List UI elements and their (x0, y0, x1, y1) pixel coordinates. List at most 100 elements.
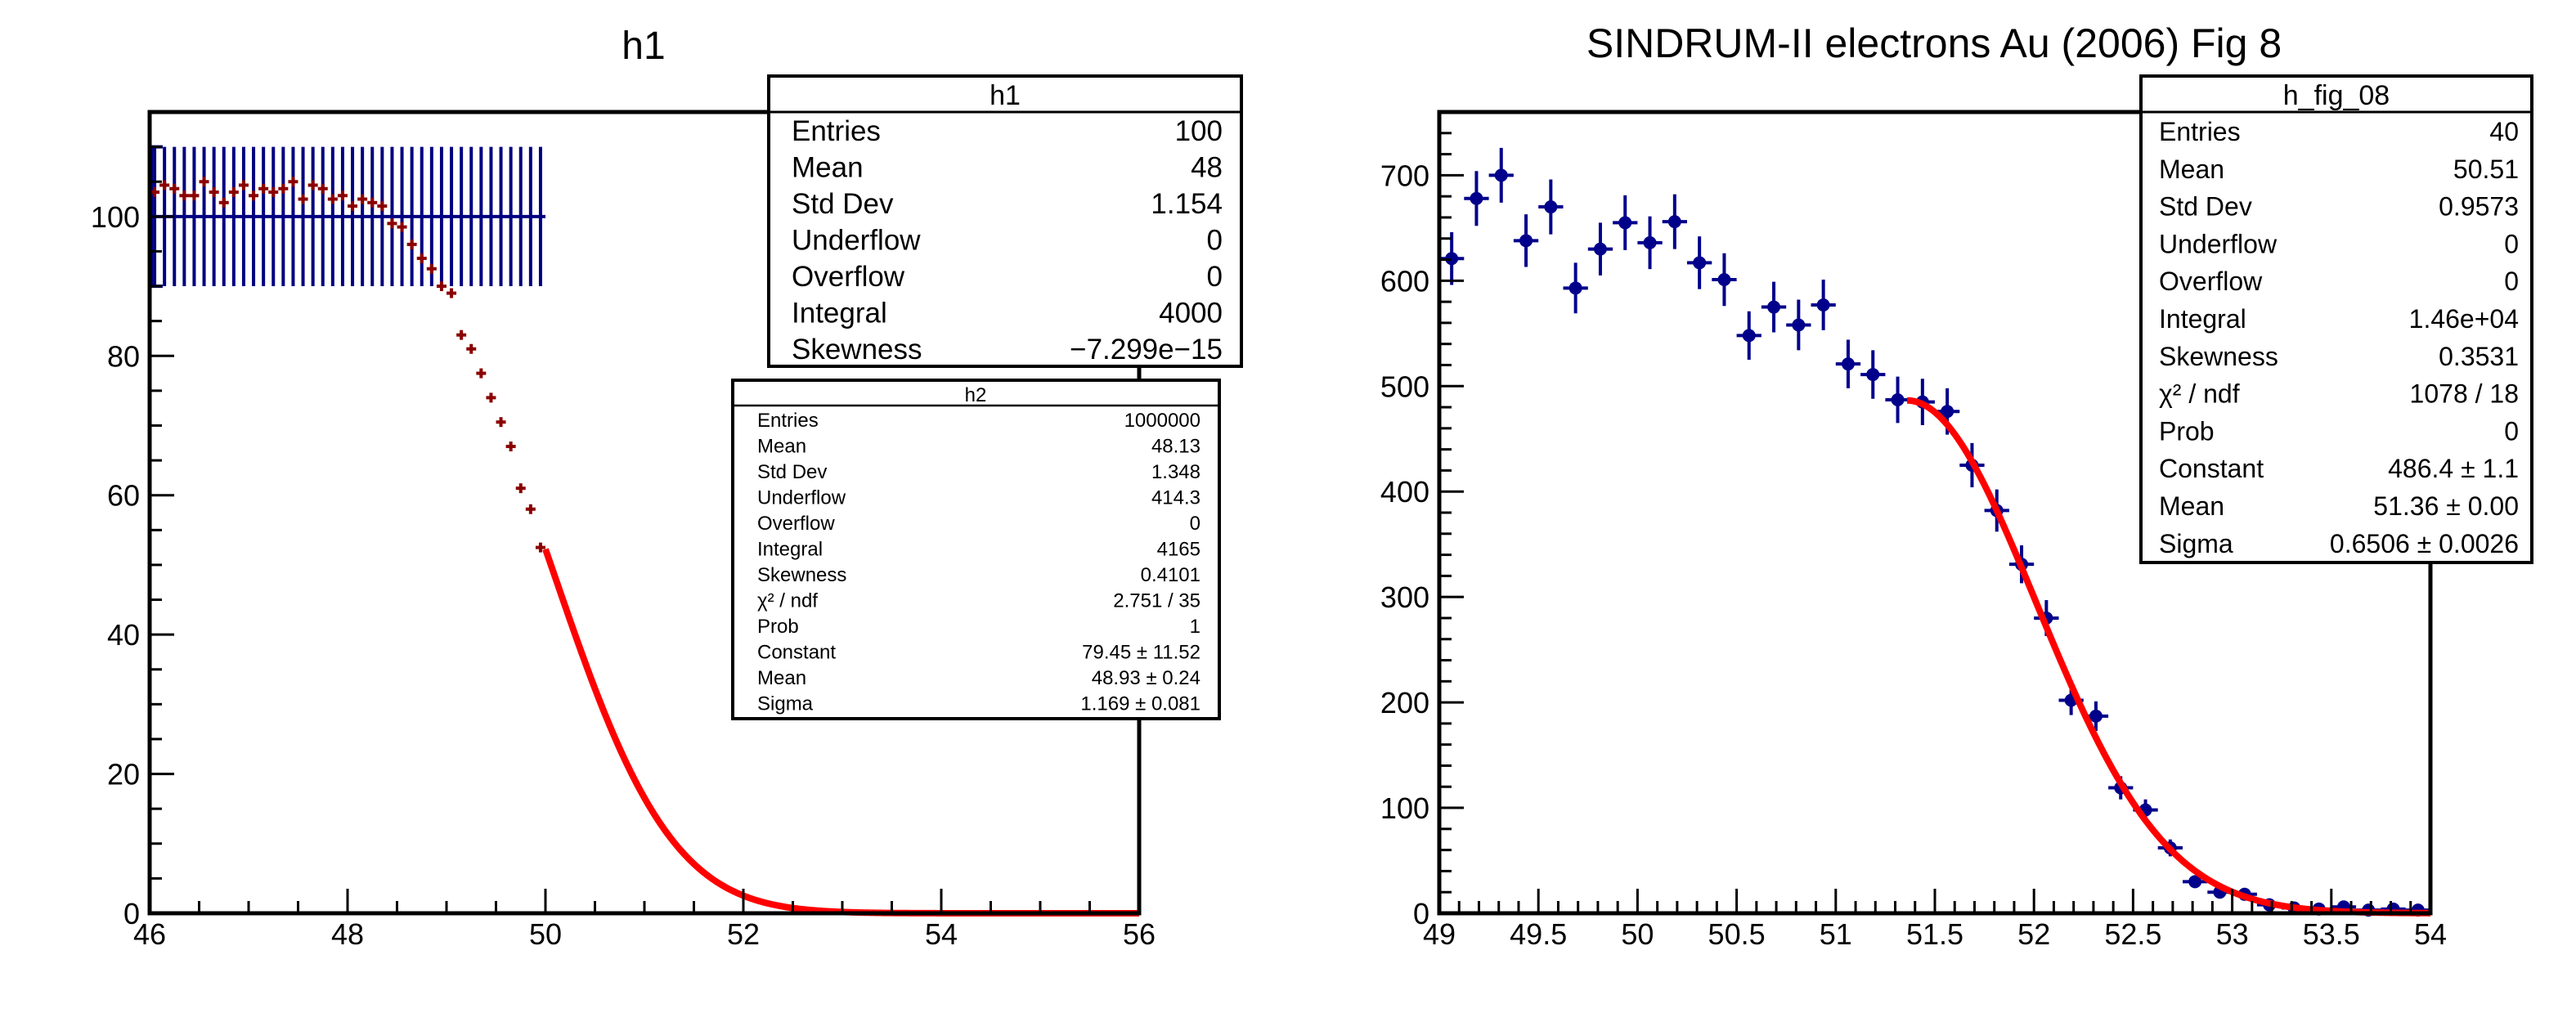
stats-row-value: 48.93 ± 0.24 (1092, 667, 1200, 689)
stats-row-label: Std Dev (792, 188, 894, 220)
fig8-point (1693, 256, 1707, 270)
y-tick-label: 60 (107, 479, 140, 513)
stats-row-label: Skewness (2159, 342, 2278, 371)
x-tick-label: 56 (1123, 917, 1156, 951)
fig8-point (1841, 357, 1855, 371)
stats-row-label: Underflow (2159, 229, 2278, 258)
stats-row-label: Mean (2159, 155, 2224, 184)
stats-title: h_fig_08 (2283, 80, 2390, 111)
x-tick-label: 54 (2414, 917, 2447, 951)
stats-row-label: χ² / ndf (2159, 379, 2240, 409)
stats-row-value: 0.9573 (2439, 192, 2519, 222)
x-tick-label: 51 (1820, 917, 1852, 951)
stats-row-value: 1.348 (1151, 461, 1200, 483)
x-tick-label: 52 (727, 917, 760, 951)
x-tick-label: 49.5 (1510, 917, 1567, 951)
stats-row-label: Integral (792, 298, 887, 329)
pad2-ticks: 49 49.5 50 50.5 51 51.5 52 52.5 53 53.5 54 0 100 200 3… (1380, 132, 2447, 951)
fig8-point (1767, 300, 1781, 314)
y-tick-label: 80 (107, 339, 140, 373)
x-tick-label: 52 (2017, 917, 2050, 951)
stats-row-label: Skewness (792, 334, 922, 365)
x-tick-label: 51.5 (1906, 917, 1963, 951)
x-tick-label: 48 (331, 917, 364, 951)
fig8-point (1643, 235, 1657, 249)
stats-row-label: Prob (757, 616, 799, 638)
x-tick-label: 46 (133, 917, 166, 951)
fig8-point (1544, 200, 1558, 214)
pad-h1: h1 46 48 50 52 54 56 0 20 40 60 80 100 h1 Entries 10… (91, 25, 1243, 951)
stats-row-label: Underflow (757, 487, 846, 509)
stats-row-value: 100 (1175, 115, 1223, 147)
stats-row-label: χ² / ndf (757, 590, 818, 612)
chart-title-fig8: SINDRUM-II electrons Au (2006) Fig 8 (1586, 20, 2282, 66)
stats-row-label: Integral (757, 539, 823, 561)
stats-row-value: 0 (1207, 261, 1223, 293)
stats-row-label: Entries (2159, 117, 2241, 146)
fig8-point (1866, 368, 1880, 382)
stats-row-label: Mean (2159, 491, 2224, 521)
stats-row-label: Sigma (2159, 529, 2233, 558)
stats-row-label: Std Dev (2159, 192, 2252, 222)
stats-title: h1 (990, 80, 1021, 111)
stats-row-value: 0 (2504, 416, 2519, 446)
x-tick-label: 50 (529, 917, 562, 951)
y-tick-label: 0 (123, 897, 140, 930)
stats-row-value: 0.3531 (2439, 342, 2519, 371)
stats-row-label: Std Dev (757, 461, 827, 483)
h2-points (150, 177, 545, 553)
stats-row-value: 0.4101 (1141, 564, 1200, 586)
stats-row-label: Mean (792, 152, 864, 184)
stats-row-label: Overflow (2159, 267, 2263, 296)
stats-row-label: Entries (757, 410, 819, 432)
stats-row-label: Constant (2159, 454, 2264, 483)
pad-h-fig-08: SINDRUM-II electrons Au (2006) Fig 8 49 4… (1380, 20, 2533, 951)
x-tick-label: 53.5 (2303, 917, 2360, 951)
y-tick-label: 20 (107, 758, 140, 791)
fig8-point (1618, 216, 1632, 230)
stats-row-label: Mean (757, 667, 806, 689)
y-tick-label: 400 (1380, 475, 1429, 509)
chart-title-h1: h1 (622, 25, 665, 68)
stats-row-label: Skewness (757, 564, 846, 586)
fig8-point (1445, 252, 1459, 266)
stats-box-h-fig-08: h_fig_08 Entries 40 Mean 50.51 Std Dev 0.9573… (2139, 74, 2533, 564)
x-tick-label: 54 (925, 917, 958, 951)
y-tick-label: 300 (1380, 580, 1429, 614)
y-tick-label: 0 (1413, 897, 1429, 930)
fig8-point (1593, 242, 1607, 256)
stats-row-value: 414.3 (1151, 487, 1200, 509)
stats-row-value: 48 (1191, 152, 1223, 184)
y-tick-label: 100 (91, 200, 140, 234)
stats-row-label: Sigma (757, 693, 814, 715)
stats-row-value: 79.45 ± 11.52 (1082, 642, 1200, 664)
x-tick-label: 52.5 (2104, 917, 2161, 951)
fig8-point (1494, 168, 1508, 182)
stats-row-value: 486.4 ± 1.1 (2388, 454, 2519, 483)
x-tick-label: 50.5 (1708, 917, 1766, 951)
stats-row-label: Prob (2159, 416, 2215, 446)
h1-flat-series (150, 145, 545, 289)
fig8-point (1470, 191, 1483, 205)
stats-row-value: −7.299e−15 (1070, 334, 1223, 365)
y-tick-label: 200 (1380, 686, 1429, 719)
fig8-point (1667, 215, 1681, 229)
fig8-point (2089, 709, 2103, 723)
x-tick-label: 50 (1621, 917, 1654, 951)
stats-row-label: Integral (2159, 304, 2246, 334)
fig8-point (1717, 273, 1731, 287)
y-tick-label: 40 (107, 618, 140, 652)
fig8-point (2188, 875, 2202, 889)
y-tick-label: 100 (1380, 791, 1429, 825)
fig8-point (1742, 329, 1756, 343)
stats-row-value: 4000 (1159, 298, 1223, 329)
stats-row-label: Overflow (757, 513, 835, 535)
stats-row-value: 0 (1207, 225, 1223, 257)
stats-row-value: 50.51 (2453, 155, 2519, 184)
stats-title: h2 (965, 384, 987, 406)
y-tick-label: 500 (1380, 370, 1429, 403)
stats-row-value: 51.36 ± 0.00 (2373, 491, 2519, 521)
fig8-point (1941, 405, 1954, 419)
fig8-point (1891, 393, 1905, 407)
fig8-point (1816, 298, 1830, 312)
